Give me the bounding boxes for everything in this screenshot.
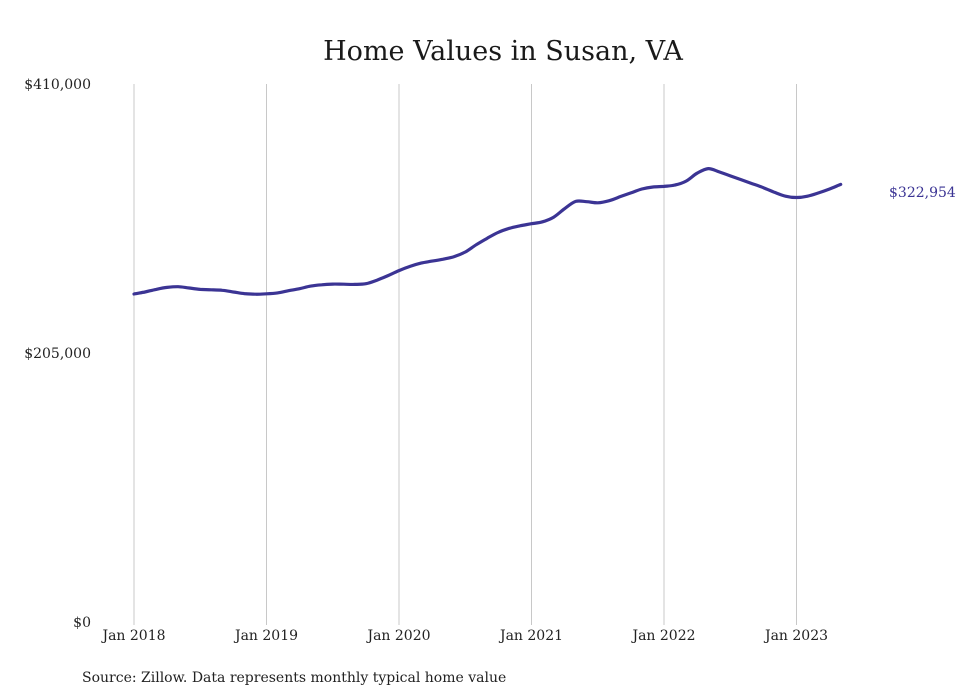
x-axis-ticks: Jan 2018 Jan 2019 Jan 2020 Jan 2021 Jan 2022… [100, 628, 828, 644]
y-tick-label: $410,000 [24, 77, 91, 93]
x-tick-label: Jan 2022 [630, 628, 695, 644]
y-tick-label: $205,000 [24, 346, 91, 362]
x-tick-label: Jan 2021 [498, 628, 563, 644]
chart-title: Home Values in Susan, VA [323, 36, 683, 67]
x-tick-label: Jan 2023 [763, 628, 828, 644]
x-tick-label: Jan 2018 [100, 628, 165, 644]
x-tick-label: Jan 2019 [233, 628, 298, 644]
source-note: Source: Zillow. Data represents monthly … [82, 670, 506, 686]
gridlines [133, 84, 797, 625]
home-value-line [132, 166, 843, 296]
end-value-label: $322,954 [889, 185, 956, 201]
x-tick-label: Jan 2020 [365, 628, 430, 644]
y-axis-ticks: $0 $205,000 $410,000 [24, 77, 91, 631]
y-tick-label: $0 [73, 615, 91, 631]
